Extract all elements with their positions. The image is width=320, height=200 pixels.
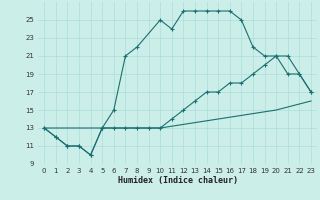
X-axis label: Humidex (Indice chaleur): Humidex (Indice chaleur) [118, 176, 238, 185]
